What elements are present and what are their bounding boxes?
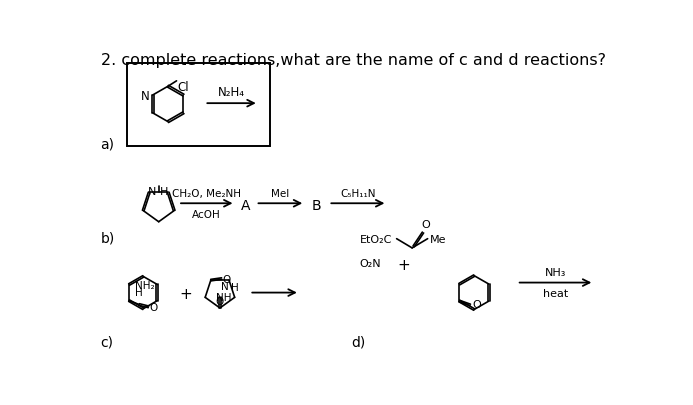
Text: Mel: Mel	[271, 188, 290, 198]
Bar	[127, 64, 270, 147]
Text: N: N	[141, 90, 150, 103]
Text: N: N	[220, 281, 228, 291]
Text: H: H	[159, 187, 168, 197]
Text: NH: NH	[216, 293, 231, 303]
Text: O₂N: O₂N	[360, 259, 381, 269]
Text: O: O	[222, 274, 231, 284]
Text: A: A	[240, 198, 250, 212]
Text: H: H	[135, 287, 143, 297]
Text: O: O	[149, 302, 157, 312]
Text: AcOH: AcOH	[193, 209, 221, 219]
Text: a): a)	[100, 137, 114, 151]
Text: Me: Me	[430, 235, 446, 245]
Text: c): c)	[100, 335, 114, 348]
Text: CH₂O, Me₂NH: CH₂O, Me₂NH	[173, 188, 241, 198]
Text: B: B	[311, 198, 321, 212]
Text: H: H	[231, 283, 238, 293]
Text: NH₃: NH₃	[545, 268, 566, 277]
Text: d): d)	[351, 335, 366, 348]
Text: b): b)	[100, 231, 115, 245]
Text: N: N	[148, 187, 157, 197]
Text: O: O	[216, 296, 224, 306]
Text: Cl: Cl	[177, 81, 189, 94]
Text: heat: heat	[543, 288, 568, 298]
Text: +: +	[179, 286, 192, 301]
Text: EtO₂C: EtO₂C	[360, 234, 392, 244]
Text: NH₂: NH₂	[135, 281, 155, 290]
Text: C₅H₁₁N: C₅H₁₁N	[340, 188, 376, 198]
Text: N₂H₄: N₂H₄	[218, 85, 245, 98]
Text: O: O	[473, 299, 481, 309]
Text: O: O	[422, 220, 430, 230]
Text: +: +	[397, 257, 410, 272]
Text: 2. complete reactions,what are the name of c and d reactions?: 2. complete reactions,what are the name …	[100, 53, 606, 68]
